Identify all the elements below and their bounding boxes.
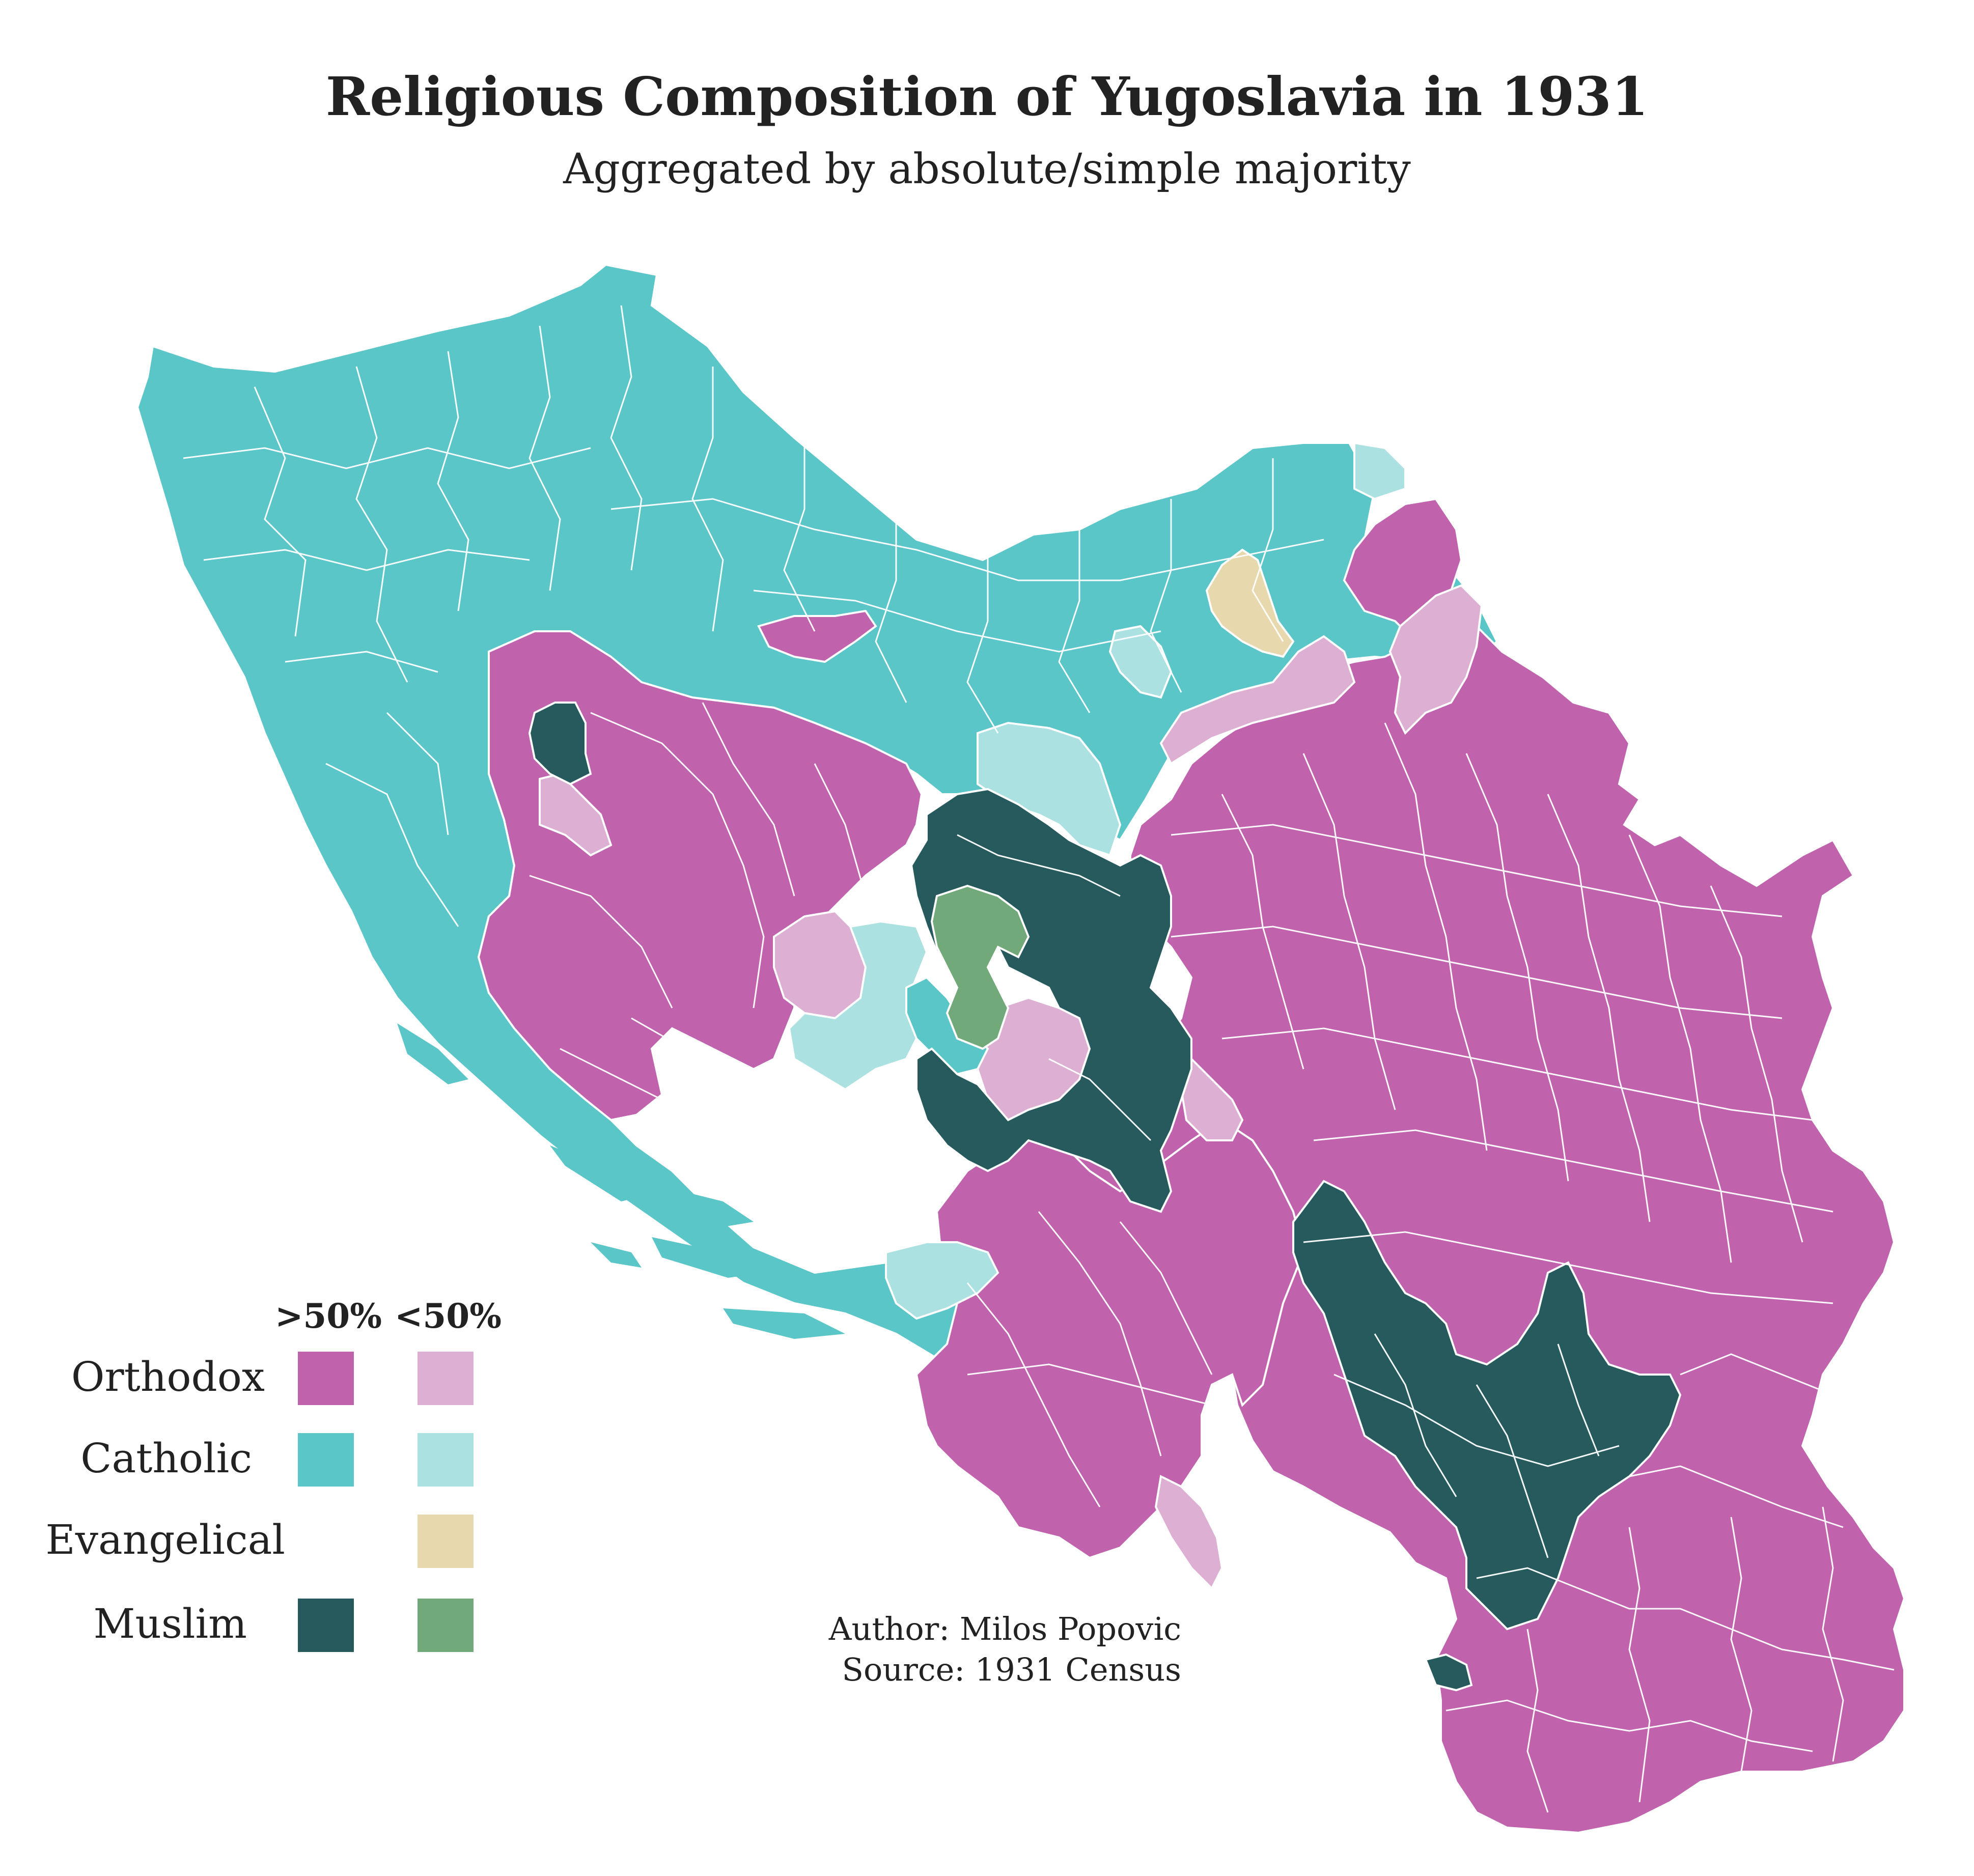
island-1	[397, 1023, 468, 1084]
region-muslim-south	[1424, 1653, 1473, 1692]
region-catholic-minority-5	[885, 1241, 999, 1320]
region-catholic-minority-1	[1353, 441, 1406, 500]
region-catholic-central	[905, 976, 989, 1076]
legend-label-evangelical: Evangelical	[45, 1516, 285, 1563]
legend-header-simple: <50%	[395, 1296, 502, 1336]
region-orthodox-montenegro	[915, 1118, 1305, 1559]
legend-swatch-catholic-simple	[418, 1433, 474, 1487]
region-evangelical-minority	[1205, 548, 1295, 658]
region-orthodox-minority-6	[1180, 1057, 1244, 1141]
legend-label-orthodox: Orthodox	[71, 1353, 265, 1401]
island-4	[652, 1237, 764, 1278]
legend-swatch-muslim-simple	[418, 1599, 474, 1652]
region-muslim-bihac	[528, 702, 592, 786]
credits: Author: Milos Popovic Source: 1931 Censu…	[662, 1609, 1181, 1690]
legend-swatch-evangelical-simple	[418, 1515, 474, 1568]
region-catholic-minority-2	[1108, 625, 1173, 699]
legend-label-muslim: Muslim	[93, 1600, 247, 1647]
island-2	[550, 1145, 642, 1201]
legend-swatch-muslim-absolute	[298, 1599, 354, 1652]
credits-source: Source: 1931 Census	[842, 1651, 1182, 1688]
legend-swatch-orthodox-simple	[418, 1352, 474, 1405]
region-orthodox-slavonia	[757, 609, 877, 663]
region-catholic-minority-4	[788, 920, 928, 1091]
region-orthodox-minority-1	[1388, 584, 1483, 735]
island-6	[591, 1242, 642, 1268]
legend-header-absolute: >50%	[275, 1296, 382, 1336]
legend-label-catholic: Catholic	[80, 1435, 252, 1482]
legend-swatch-catholic-absolute	[298, 1433, 354, 1487]
district-boundaries	[183, 305, 1895, 1813]
region-muslim-minority	[930, 884, 1030, 1050]
map-subtitle: Aggregated by absolute/simple majority	[563, 145, 1411, 193]
map-title: Religious Composition of Yugoslavia in 1…	[325, 65, 1649, 128]
region-orthodox-minority-2	[1159, 635, 1356, 765]
island-3	[662, 1186, 754, 1227]
legend-swatch-orthodox-absolute	[298, 1352, 354, 1405]
island-5	[723, 1308, 845, 1339]
credits-author: Author: Milos Popovic	[828, 1610, 1181, 1647]
region-orthodox-bosnia	[477, 630, 923, 1122]
region-orthodox-minority-8	[1154, 1475, 1224, 1590]
